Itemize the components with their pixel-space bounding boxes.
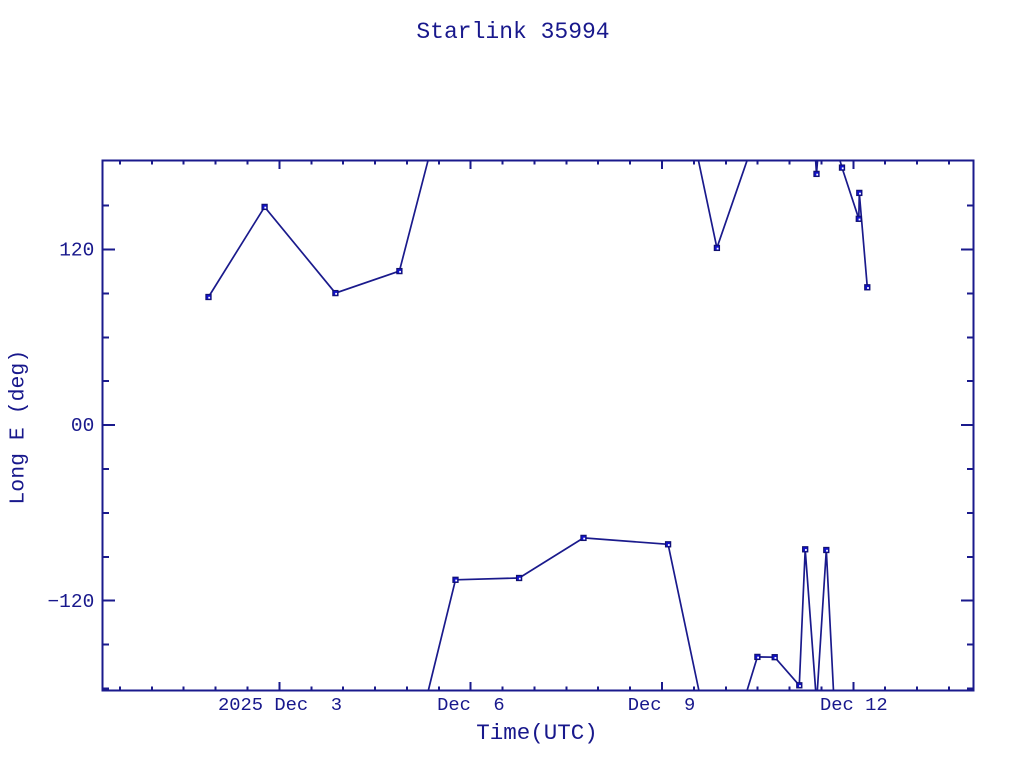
svg-text:Time(UTC): Time(UTC) bbox=[476, 720, 598, 746]
svg-text:00: 00 bbox=[71, 415, 94, 437]
svg-text:2025 Dec 3: 2025 Dec 3 bbox=[218, 694, 342, 716]
svg-text:Dec 12: Dec 12 bbox=[820, 694, 888, 716]
svg-text:Dec 6: Dec 6 bbox=[437, 694, 505, 716]
svg-text:Long E (deg): Long E (deg) bbox=[7, 350, 31, 505]
svg-text:Dec 9: Dec 9 bbox=[628, 694, 696, 716]
svg-text:120: 120 bbox=[59, 239, 94, 261]
svg-text:Starlink 35994: Starlink 35994 bbox=[416, 19, 609, 45]
svg-text:−120: −120 bbox=[47, 591, 94, 613]
